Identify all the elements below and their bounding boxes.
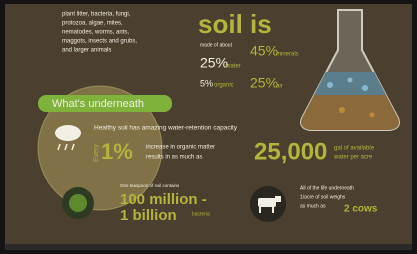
composition-label: water bbox=[225, 64, 241, 70]
screen: What's underneath plant litter, bacteria… bbox=[0, 0, 417, 254]
cow-icon bbox=[250, 186, 286, 222]
bacteria-unit: bacteria bbox=[192, 211, 210, 217]
cows-amount: 2 cows bbox=[344, 204, 378, 215]
intro-line: protozoa, algae, mites, bbox=[62, 21, 123, 27]
water-percent: 1% bbox=[101, 139, 133, 164]
intro-line: and larger animals bbox=[62, 48, 111, 54]
water-text: results in as much as bbox=[146, 155, 202, 161]
cows-text: 1/acre of soil weighs bbox=[300, 194, 346, 200]
composition-percent: 45% bbox=[250, 43, 278, 59]
soil-title: soil is bbox=[198, 9, 272, 39]
soil-subtitle: made of about bbox=[200, 42, 233, 48]
cows-text: as much as bbox=[300, 203, 326, 209]
intro-line: nematodes, worms, ants, bbox=[62, 30, 129, 36]
bacteria-intro: One teaspoon of soil contains bbox=[120, 183, 180, 188]
bacteria-amount: 1 billion bbox=[120, 207, 177, 224]
water-unit: water per acre bbox=[333, 155, 373, 161]
bacteria-icon bbox=[62, 187, 94, 219]
water-every: Every bbox=[93, 144, 100, 162]
water-unit: gal of available bbox=[334, 146, 375, 152]
composition-label: air bbox=[276, 84, 283, 90]
composition-label: minerals bbox=[276, 52, 299, 58]
intro-line: maggots, insects and grubs, bbox=[62, 39, 137, 45]
water-text: increase in organic matter bbox=[146, 145, 215, 151]
water-heading: Healthy soil has amazing water-retention… bbox=[94, 125, 238, 132]
banner-text: What's underneath bbox=[52, 98, 144, 110]
intro-line: plant litter, bacteria, fungi, bbox=[62, 12, 131, 18]
cows-text: All of the life underneath bbox=[300, 185, 354, 191]
water-amount: 25,000 bbox=[254, 138, 327, 165]
composition-percent: 5% bbox=[200, 78, 213, 88]
tv-bottom-bezel bbox=[5, 244, 412, 250]
bacteria-amount: 100 million - bbox=[120, 191, 207, 208]
composition-percent: 25% bbox=[250, 75, 278, 91]
composition-percent: 25% bbox=[200, 55, 228, 71]
composition-label: organic bbox=[214, 83, 234, 89]
